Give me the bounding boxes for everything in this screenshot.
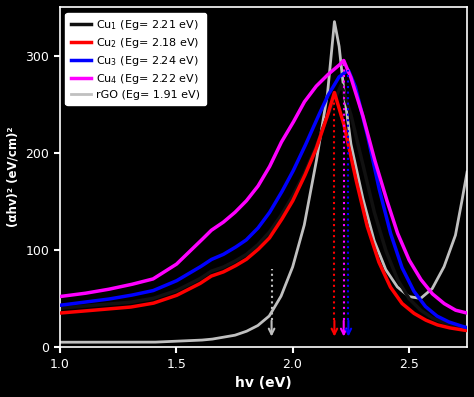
X-axis label: hv (eV): hv (eV) <box>235 376 292 390</box>
Legend: Cu$_1$ (Eg= 2.21 eV), Cu$_2$ (Eg= 2.18 eV), Cu$_3$ (Eg= 2.24 eV), Cu$_4$ (Eg= 2.: Cu$_1$ (Eg= 2.21 eV), Cu$_2$ (Eg= 2.18 e… <box>65 12 206 105</box>
Y-axis label: (αhv)² (eV/cm)²: (αhv)² (eV/cm)² <box>7 127 20 227</box>
